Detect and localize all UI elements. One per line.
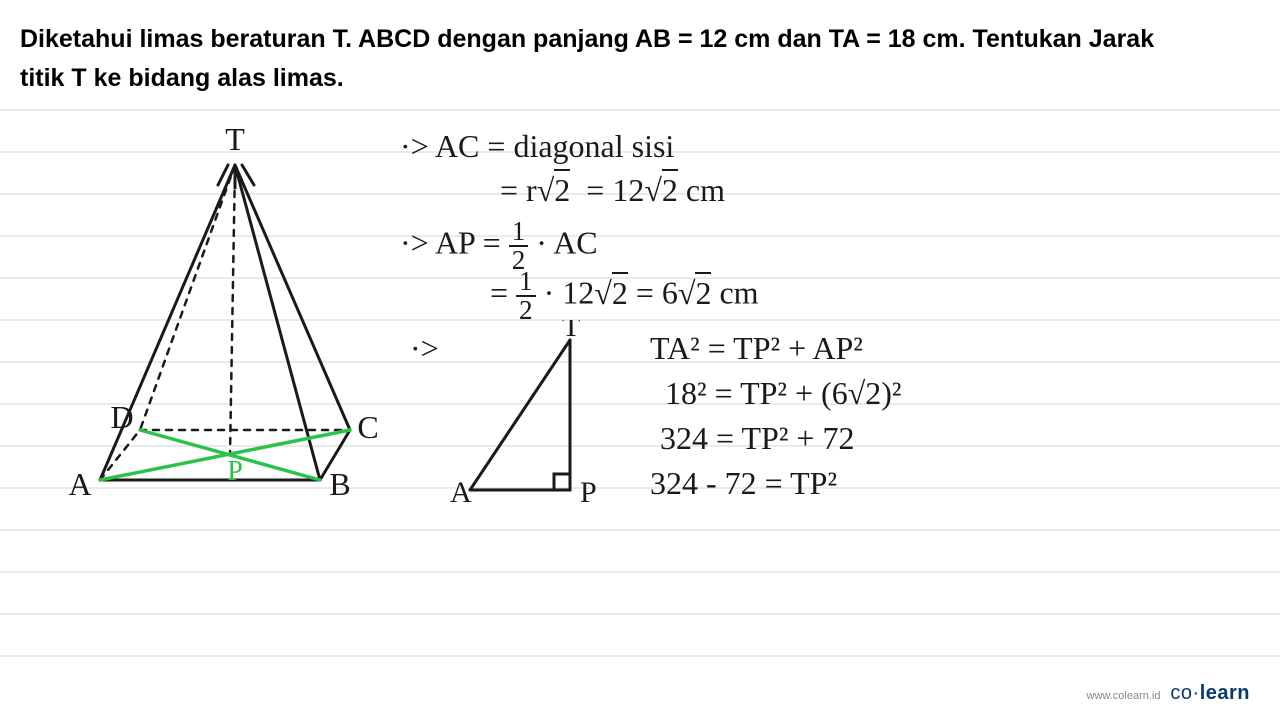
work-r3: 324 = TP² + 72 [660,420,854,457]
work-l5: ·> [410,330,439,367]
work-l1: ·> AC = diagonal sisi [400,128,674,165]
svg-text:P: P [580,476,597,509]
svg-text:T: T [562,320,580,343]
work-r1: TA² = TP² + AP² [650,330,863,367]
footer-brand: co·learn [1170,682,1250,704]
question-text: Diketahui limas beraturan T. ABCD dengan… [20,20,1220,98]
label-C: C [357,409,378,445]
label-P: P [227,456,243,487]
question-line2: titik T ke bidang alas limas. [20,64,344,92]
svg-text:A: A [450,476,472,509]
question-line1: Diketahui limas beraturan T. ABCD dengan… [20,25,1154,53]
footer-site: www.colearn.id [1087,690,1161,702]
work-l3: ·> AP = 12 · AC [400,218,598,274]
label-T: T [225,121,245,157]
footer: www.colearn.id co·learn [1087,682,1250,705]
label-B: B [329,466,350,502]
label-D: D [110,399,133,435]
work-r2: 18² = TP² + (6√2)² [665,375,902,412]
triangle-tap: T A P [440,320,620,520]
label-A: A [68,466,91,502]
work-l4: = 12 · 122 = 62 cm [490,268,759,324]
work-l2: = r2 = 122 cm [500,172,725,209]
work-r4: 324 - 72 = TP² [650,465,837,502]
pyramid-diagram: T A B C D P [40,120,380,520]
